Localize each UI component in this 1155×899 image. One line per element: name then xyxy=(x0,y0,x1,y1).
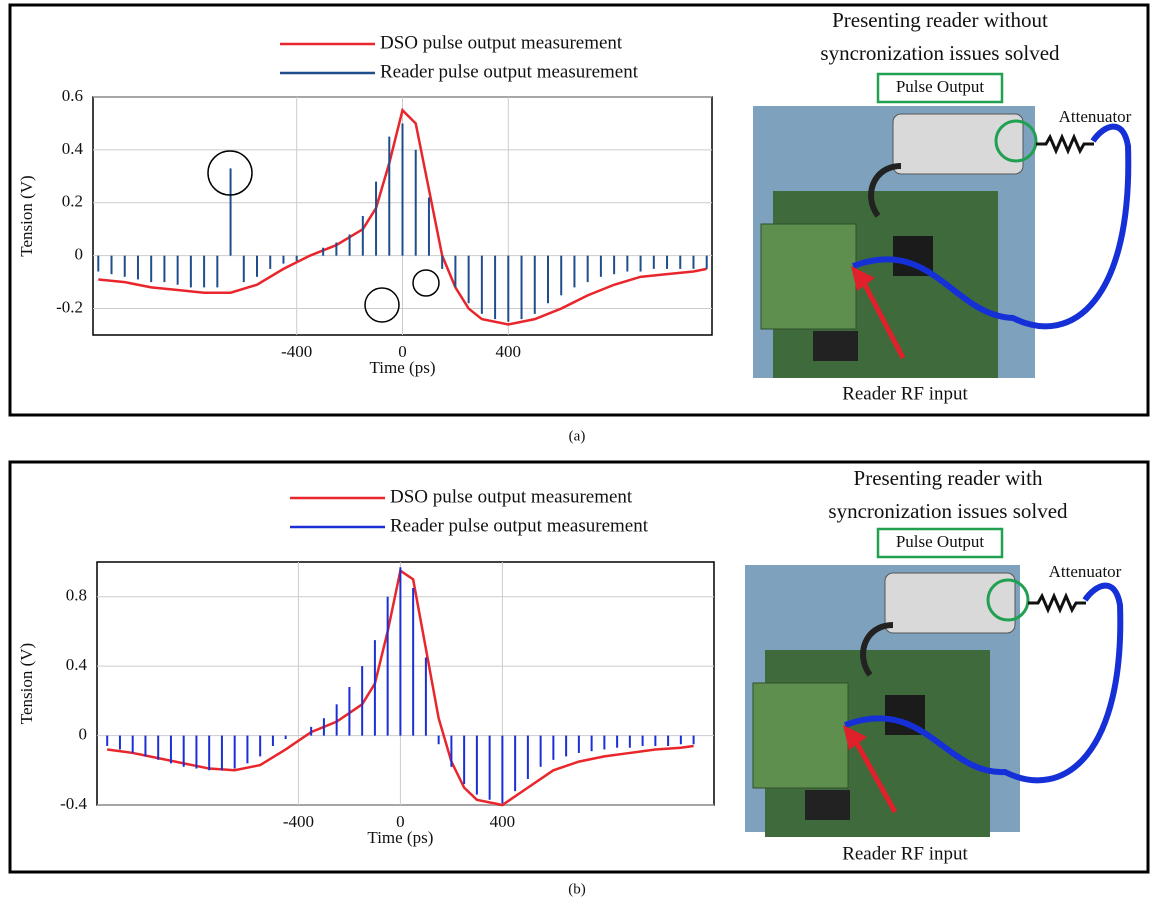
photo-title: Presenting reader without xyxy=(832,8,1048,32)
pulse-circle xyxy=(986,578,1030,622)
rf-input-label: Reader RF input xyxy=(842,843,968,864)
resistor xyxy=(1028,592,1086,614)
y-tick-label: 0.4 xyxy=(62,139,84,158)
y-tick-label: 0.4 xyxy=(66,655,88,674)
resistor xyxy=(1036,133,1094,155)
pulse-box xyxy=(876,72,1004,104)
legend-label: Reader pulse output measurement xyxy=(390,515,649,536)
y-tick-label: 0 xyxy=(79,724,88,743)
photo xyxy=(753,106,1132,378)
x-axis-label: Time (ps) xyxy=(367,828,433,847)
pulse-circle xyxy=(994,119,1038,163)
highlight-circle xyxy=(364,287,400,323)
highlight-circle xyxy=(412,269,440,297)
line xyxy=(107,568,694,807)
x-tick-label: -400 xyxy=(281,342,312,361)
x-tick-label: 0 xyxy=(398,342,407,361)
cable xyxy=(860,622,894,677)
x-tick-label: 400 xyxy=(490,812,516,831)
x-tick-label: 400 xyxy=(496,342,522,361)
panel-border xyxy=(8,3,1150,417)
y-axis-label: Tension (V) xyxy=(17,175,36,256)
attenuator-label: Attenuator xyxy=(1059,107,1132,126)
y-tick-label: 0.2 xyxy=(62,192,83,211)
arrow xyxy=(852,738,898,814)
photo-title: syncronization issues solved xyxy=(820,41,1060,65)
cable xyxy=(868,163,902,218)
chip xyxy=(805,790,850,820)
pulse-label: Pulse Output xyxy=(896,77,985,96)
arrow-head xyxy=(843,725,867,750)
caption: (b) xyxy=(568,881,586,897)
board-daughter xyxy=(760,223,857,330)
cable-blue xyxy=(851,123,1132,330)
attenuator-label: Attenuator xyxy=(1049,562,1122,581)
x-tick-label: 0 xyxy=(396,812,405,831)
legend-label: Reader pulse output measurement xyxy=(380,61,639,82)
pulse-label: Pulse Output xyxy=(896,532,985,551)
pulse-box xyxy=(876,527,1004,559)
legend-label: DSO pulse output measurement xyxy=(380,32,623,53)
legend-label: DSO pulse output measurement xyxy=(390,486,633,507)
board-daughter xyxy=(752,682,849,789)
arrow-head xyxy=(851,266,875,291)
plot-area xyxy=(96,561,715,806)
attenuator-body xyxy=(884,572,1016,634)
highlight-circle xyxy=(207,150,253,196)
photo-title: syncronization issues solved xyxy=(828,499,1068,523)
arrow xyxy=(860,279,906,360)
photo-title: Presenting reader with xyxy=(854,466,1043,490)
chip xyxy=(813,331,858,361)
y-tick-label: 0.6 xyxy=(62,86,83,105)
y-tick-label: 0 xyxy=(75,245,84,264)
photo xyxy=(745,565,1124,837)
rf-input-label: Reader RF input xyxy=(842,383,968,404)
y-tick-label: -0.4 xyxy=(60,794,87,813)
y-tick-label: 0.8 xyxy=(66,586,87,605)
x-tick-label: -400 xyxy=(283,812,314,831)
caption: (a) xyxy=(569,428,586,444)
x-axis-label: Time (ps) xyxy=(370,358,436,377)
y-tick-label: -0.2 xyxy=(56,297,83,316)
line xyxy=(98,107,707,326)
attenuator-body xyxy=(892,113,1024,175)
panel-border xyxy=(8,460,1150,874)
cable-blue xyxy=(843,582,1124,784)
y-axis-label: Tension (V) xyxy=(17,643,36,724)
